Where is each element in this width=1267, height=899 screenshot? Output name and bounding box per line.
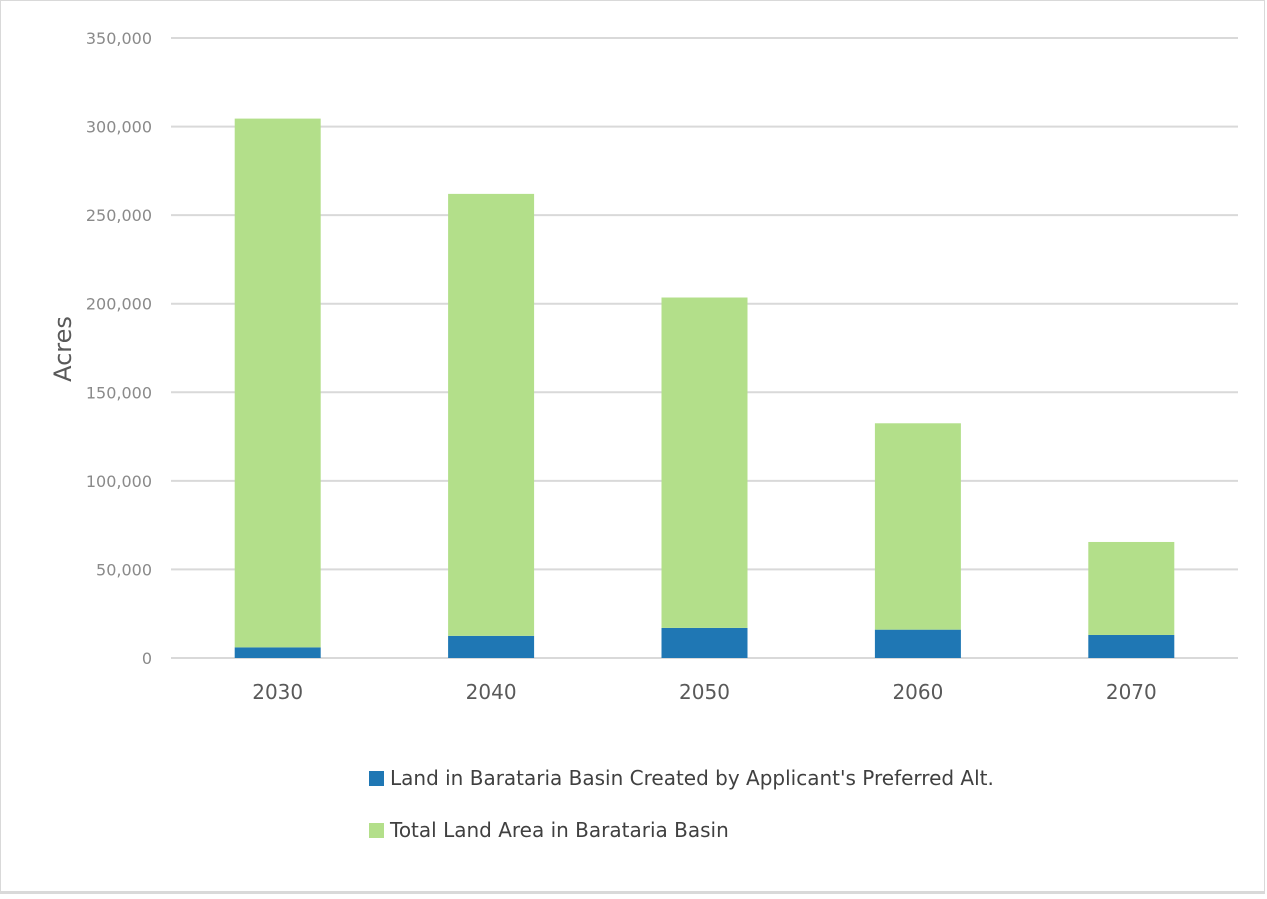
x-tick-label: 2030 [252,680,303,704]
legend: Land in Barataria Basin Created by Appli… [369,761,994,865]
legend-item-created-land: Land in Barataria Basin Created by Appli… [369,761,994,795]
legend-label-total-land: Total Land Area in Barataria Basin [390,818,729,842]
x-tick-label: 2070 [1106,680,1157,704]
x-axis-tick-labels: 2030 2040 2050 2060 2070 [252,680,1157,704]
bar-total-land-2070 [1088,541,1175,635]
y-tick-label: 250,000 [86,206,152,225]
bar-total-land-2050 [661,297,748,628]
bar-total-land-2030 [234,118,321,648]
x-tick-label: 2050 [679,680,730,704]
bar-created-land-2060 [874,629,961,658]
bars [234,118,1175,658]
legend-swatch-created-land [369,770,384,786]
y-tick-label: 200,000 [86,295,152,314]
y-tick-label: 350,000 [86,29,152,48]
legend-label-created-land: Land in Barataria Basin Created by Appli… [390,766,994,790]
y-tick-label: 100,000 [86,472,152,491]
legend-item-total-land: Total Land Area in Barataria Basin [369,813,994,847]
bar-created-land-2030 [234,647,321,658]
y-axis-tick-labels: 0 50,000 100,000 150,000 200,000 250,000 300,0… [86,29,152,668]
bar-created-land-2050 [661,627,748,658]
y-tick-label: 50,000 [96,560,152,579]
bar-created-land-2040 [448,635,535,658]
y-tick-label: 150,000 [86,383,152,402]
x-tick-label: 2040 [466,680,517,704]
bar-created-land-2070 [1088,634,1175,658]
legend-swatch-total-land [369,822,384,838]
y-tick-label: 0 [142,649,152,668]
bar-total-land-2040 [448,193,535,636]
y-tick-label: 300,000 [86,118,152,137]
bar-total-land-2060 [874,423,961,630]
y-axis-title: Acres [49,316,77,382]
x-tick-label: 2060 [892,680,943,704]
